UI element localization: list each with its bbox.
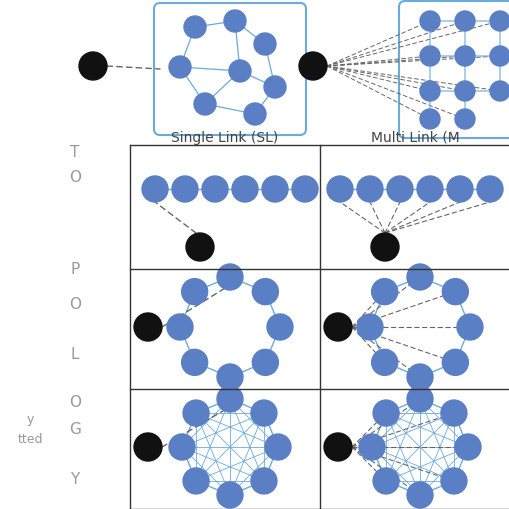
Circle shape (181, 279, 207, 305)
Circle shape (250, 468, 276, 494)
Circle shape (419, 12, 439, 32)
Circle shape (416, 177, 442, 203)
Circle shape (183, 400, 209, 426)
Circle shape (440, 468, 466, 494)
Circle shape (440, 400, 466, 426)
Circle shape (252, 350, 278, 376)
Circle shape (372, 468, 398, 494)
Circle shape (454, 12, 474, 32)
Circle shape (267, 315, 293, 341)
Text: O: O (69, 297, 81, 312)
Circle shape (489, 82, 509, 102)
Text: O: O (69, 170, 81, 185)
Circle shape (323, 314, 351, 342)
Circle shape (216, 482, 242, 508)
Text: L: L (71, 347, 79, 362)
Circle shape (134, 433, 162, 461)
Circle shape (406, 265, 432, 291)
Circle shape (232, 177, 258, 203)
Circle shape (446, 177, 472, 203)
Circle shape (142, 177, 167, 203)
Circle shape (193, 94, 216, 116)
Circle shape (454, 47, 474, 67)
Circle shape (172, 177, 197, 203)
Text: Single Link (SL): Single Link (SL) (171, 131, 278, 145)
Circle shape (166, 315, 192, 341)
Circle shape (441, 350, 467, 376)
Text: T: T (70, 145, 79, 160)
Circle shape (441, 279, 467, 305)
Circle shape (264, 77, 286, 99)
Circle shape (372, 400, 398, 426)
Circle shape (386, 177, 412, 203)
Circle shape (476, 177, 502, 203)
Circle shape (356, 315, 382, 341)
Circle shape (243, 104, 266, 126)
Circle shape (262, 177, 288, 203)
Circle shape (265, 434, 291, 460)
Circle shape (183, 468, 209, 494)
Circle shape (298, 53, 326, 81)
Circle shape (419, 110, 439, 130)
Circle shape (406, 386, 432, 412)
Circle shape (134, 314, 162, 342)
Circle shape (370, 234, 398, 262)
Circle shape (168, 57, 191, 79)
Circle shape (253, 34, 275, 56)
Circle shape (216, 386, 242, 412)
Circle shape (216, 364, 242, 390)
Circle shape (358, 434, 384, 460)
Circle shape (202, 177, 228, 203)
Circle shape (181, 350, 207, 376)
Text: Y: Y (70, 471, 79, 487)
Circle shape (326, 177, 352, 203)
Text: y: y (26, 413, 34, 426)
Circle shape (371, 350, 397, 376)
FancyBboxPatch shape (154, 4, 305, 136)
Circle shape (223, 11, 245, 33)
Circle shape (186, 234, 214, 262)
Circle shape (184, 17, 206, 39)
Circle shape (489, 47, 509, 67)
Text: G: G (69, 421, 81, 437)
Circle shape (356, 177, 382, 203)
Text: P: P (70, 262, 79, 277)
Circle shape (250, 400, 276, 426)
Circle shape (292, 177, 318, 203)
Circle shape (371, 279, 397, 305)
Text: O: O (69, 394, 81, 410)
Circle shape (419, 82, 439, 102)
Circle shape (454, 434, 480, 460)
Circle shape (406, 364, 432, 390)
Circle shape (419, 47, 439, 67)
Text: tted: tted (17, 433, 43, 445)
FancyBboxPatch shape (398, 2, 509, 139)
Circle shape (168, 434, 194, 460)
Circle shape (454, 110, 474, 130)
Circle shape (406, 482, 432, 508)
Circle shape (323, 433, 351, 461)
Circle shape (489, 12, 509, 32)
Text: Multi Link (M: Multi Link (M (370, 131, 459, 145)
Circle shape (79, 53, 107, 81)
Circle shape (456, 315, 482, 341)
Circle shape (252, 279, 278, 305)
Circle shape (229, 61, 250, 83)
Circle shape (216, 265, 242, 291)
Circle shape (454, 82, 474, 102)
